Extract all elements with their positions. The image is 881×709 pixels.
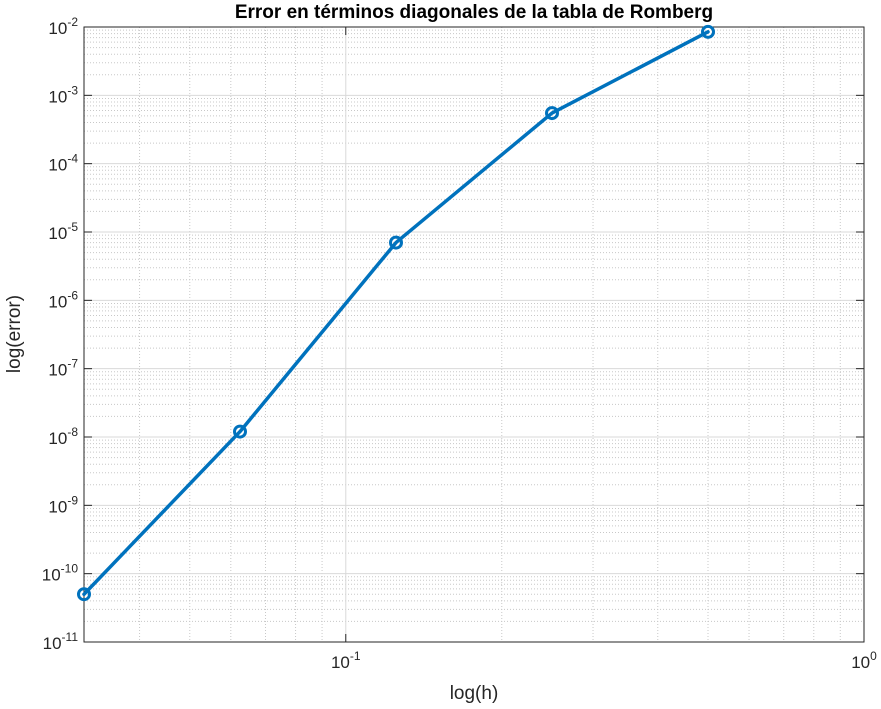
data-point-marker [701, 24, 715, 39]
y-tick-label: 10-6 [48, 288, 78, 311]
y-tick-label: 10-3 [48, 83, 78, 106]
x-axis-label: log(h) [450, 683, 499, 704]
y-tick-label: 10-11 [43, 630, 79, 653]
series-line [82, 30, 710, 596]
y-tick-label: 10-5 [48, 220, 78, 243]
y-tick-label: 10-2 [48, 15, 78, 38]
y-tick-label: 10-8 [48, 425, 78, 448]
data-point-marker [233, 424, 247, 439]
data-point-marker [77, 587, 91, 602]
major-grid [84, 27, 864, 642]
y-tick-label: 10-9 [48, 493, 78, 516]
y-tick-label: 10-7 [48, 357, 78, 380]
data-point-marker [389, 235, 403, 250]
x-tick-label: 10-1 [331, 649, 361, 672]
y-tick-label: 10-10 [42, 562, 79, 585]
chart-title: Error en términos diagonales de la tabla… [235, 2, 713, 23]
y-tick-labels: 10-11 10-10 10-9 10-8 10-7 10-6 10-5 10-4 10-3 10… [42, 15, 79, 653]
data-point-marker [545, 106, 559, 121]
axes-box [83, 26, 865, 643]
axes-frame [83, 26, 865, 643]
series-layer [77, 24, 715, 602]
y-tick-label: 10-4 [48, 152, 78, 175]
x-tick-labels: 10-1 100 [331, 649, 877, 672]
minor-grid [84, 27, 864, 642]
y-axis-label: log(error) [4, 295, 25, 373]
x-tick-label: 100 [851, 649, 877, 672]
tick-marks [84, 26, 865, 643]
plot-background [84, 27, 864, 642]
